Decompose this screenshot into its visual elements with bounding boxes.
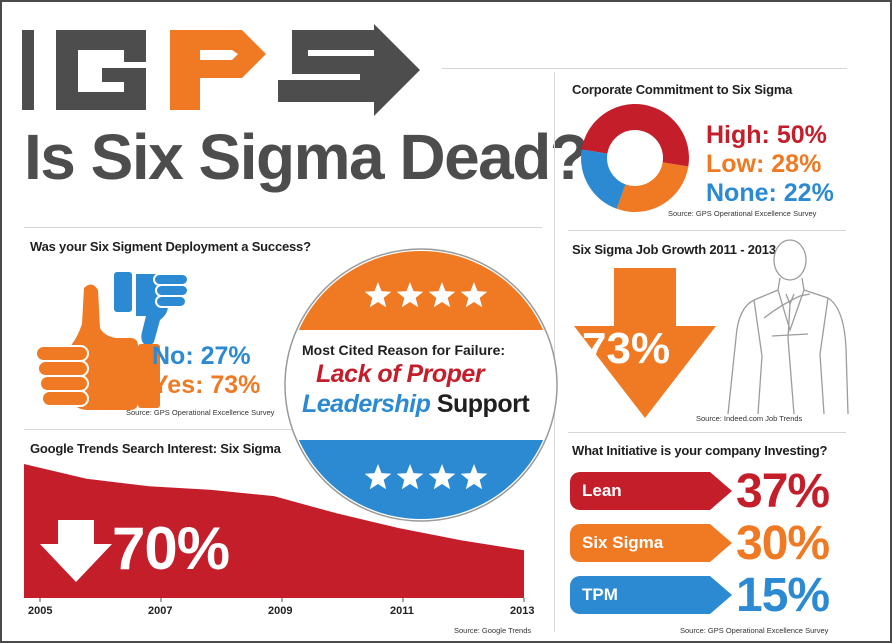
job-growth-value: 73% (582, 324, 671, 373)
deployment-source: Source: GPS Operational Excellence Surve… (126, 408, 275, 417)
divider (442, 68, 847, 69)
x-axis-label: 2005 (28, 605, 53, 617)
commitment-donut-chart (581, 104, 689, 212)
job-growth-source: Source: Indeed.com Job Trends (696, 414, 803, 423)
commitment-legend: High: 50% Low: 28% None: 22% (706, 121, 834, 208)
star-icon (428, 282, 456, 308)
star-icon (460, 464, 488, 490)
commitment-source: Source: GPS Operational Excellence Surve… (668, 209, 817, 218)
divider (554, 72, 555, 632)
trends-value: 70% (112, 515, 230, 582)
failure-line2: Leadership Support (302, 390, 530, 419)
none-label: None: 22% (706, 179, 834, 207)
page-title: Is Six Sigma Dead? (24, 121, 589, 193)
thumbs-down-icon (114, 272, 189, 346)
down-arrow-icon (40, 520, 112, 582)
initiative-label: Six Sigma (582, 533, 664, 552)
yes-label: Yes: 73% (152, 371, 261, 399)
trends-heading: Google Trends Search Interest: Six Sigma (30, 441, 281, 456)
initiative-value: 30% (736, 517, 830, 570)
star-icon (460, 282, 488, 308)
failure-line1: Lack of Proper (316, 360, 485, 388)
x-axis-label: 2013 (510, 605, 535, 617)
deployment-heading: Was your Six Sigment Deployment a Succes… (30, 239, 311, 254)
donut-slice-high (581, 104, 689, 167)
divider (24, 429, 292, 430)
trends-source: Source: Google Trends (454, 626, 532, 635)
x-axis-label: 2009 (268, 605, 293, 617)
star-icon (364, 282, 392, 308)
star-icon (396, 464, 424, 490)
businessman-icon (727, 239, 849, 415)
failure-heading: Most Cited Reason for Failure: (302, 342, 506, 358)
star-icon (428, 464, 456, 490)
low-label: Low: 28% (706, 150, 822, 178)
job-growth-heading: Six Sigma Job Growth 2011 - 2013 (572, 242, 776, 257)
gps-logo (22, 24, 420, 116)
failure-line2-blue: Leadership (302, 390, 431, 418)
commitment-heading: Corporate Commitment to Six Sigma (572, 82, 793, 97)
initiative-value: 15% (736, 569, 830, 622)
initiative-value: 37% (736, 465, 830, 518)
trend-area (24, 464, 524, 598)
x-axis-label: 2007 (148, 605, 173, 617)
thumbs-up-icon (35, 284, 160, 410)
no-label: No: 27% (152, 342, 251, 370)
failure-badge (284, 248, 558, 522)
donut-slice-none (581, 149, 626, 209)
initiative-tag-lean: Lean (570, 472, 732, 510)
initiative-tag-tpm: TPM (570, 576, 732, 614)
initiative-source: Source: GPS Operational Excellence Surve… (680, 626, 829, 635)
star-icon (396, 282, 424, 308)
initiative-label: Lean (582, 481, 622, 500)
divider (568, 432, 846, 433)
deployment-legend: No: 27% Yes: 73% (152, 342, 260, 400)
initiative-heading: What Initiative is your company Investin… (572, 443, 828, 458)
trends-area-chart (24, 464, 525, 602)
x-axis-label: 2011 (390, 605, 414, 617)
failure-line2-dark: Support (436, 390, 530, 418)
high-label: High: 50% (706, 121, 827, 149)
initiative-tag-six-sigma: Six Sigma (570, 524, 732, 562)
divider (568, 230, 846, 231)
donut-slice-low (616, 162, 689, 212)
down-arrow-icon (574, 268, 716, 418)
initiative-label: TPM (582, 585, 618, 604)
star-icon (364, 464, 392, 490)
divider (24, 227, 542, 228)
